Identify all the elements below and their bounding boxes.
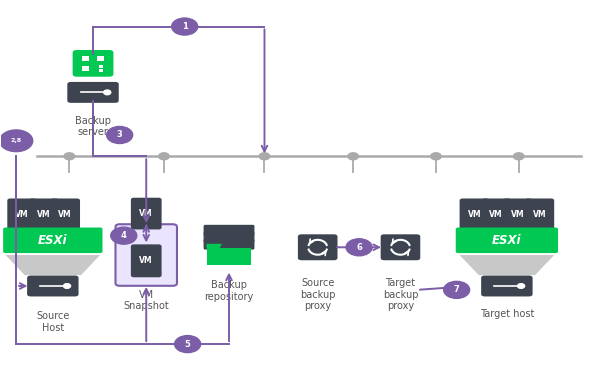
- Text: VM: VM: [511, 210, 525, 219]
- Text: VM: VM: [533, 210, 546, 219]
- Circle shape: [259, 153, 270, 160]
- Text: Source
backup
proxy: Source backup proxy: [300, 278, 336, 312]
- Text: 2,8: 2,8: [11, 138, 22, 143]
- FancyBboxPatch shape: [97, 56, 105, 60]
- Polygon shape: [5, 255, 100, 275]
- Circle shape: [110, 227, 137, 244]
- FancyBboxPatch shape: [50, 199, 80, 230]
- FancyBboxPatch shape: [481, 276, 533, 296]
- Circle shape: [64, 153, 75, 160]
- Text: ESXi: ESXi: [38, 234, 68, 247]
- FancyBboxPatch shape: [67, 82, 119, 103]
- Circle shape: [346, 239, 372, 256]
- Text: 1: 1: [182, 22, 188, 31]
- Text: Backup
server: Backup server: [75, 115, 111, 137]
- FancyBboxPatch shape: [115, 224, 177, 286]
- Circle shape: [172, 18, 198, 35]
- Circle shape: [348, 153, 359, 160]
- FancyBboxPatch shape: [482, 199, 511, 230]
- Circle shape: [104, 90, 110, 95]
- Text: VM: VM: [15, 210, 29, 219]
- Circle shape: [517, 284, 525, 288]
- Text: VM: VM: [467, 210, 481, 219]
- Text: 3: 3: [117, 131, 122, 140]
- Polygon shape: [460, 255, 554, 275]
- Text: Target
backup
proxy: Target backup proxy: [383, 278, 418, 312]
- FancyBboxPatch shape: [7, 199, 37, 230]
- Polygon shape: [207, 244, 222, 248]
- Text: ESXi: ESXi: [492, 234, 522, 247]
- FancyBboxPatch shape: [29, 199, 59, 230]
- FancyBboxPatch shape: [298, 234, 337, 260]
- Text: VM: VM: [37, 210, 50, 219]
- Text: VM
Snapshot: VM Snapshot: [124, 290, 169, 312]
- Circle shape: [0, 130, 33, 152]
- Circle shape: [444, 281, 470, 298]
- FancyBboxPatch shape: [456, 227, 558, 253]
- FancyBboxPatch shape: [82, 56, 89, 60]
- FancyBboxPatch shape: [131, 245, 162, 277]
- Circle shape: [159, 153, 169, 160]
- Circle shape: [107, 126, 132, 144]
- FancyBboxPatch shape: [99, 69, 103, 72]
- Polygon shape: [207, 248, 251, 266]
- Text: 7: 7: [454, 285, 460, 294]
- FancyBboxPatch shape: [82, 66, 89, 71]
- FancyBboxPatch shape: [503, 199, 532, 230]
- FancyBboxPatch shape: [27, 276, 78, 296]
- Circle shape: [431, 153, 441, 160]
- FancyBboxPatch shape: [204, 239, 254, 250]
- FancyBboxPatch shape: [381, 234, 421, 260]
- FancyBboxPatch shape: [204, 232, 254, 243]
- Text: VM: VM: [58, 210, 72, 219]
- Text: Source
Host: Source Host: [36, 311, 69, 333]
- Text: Backup
repository: Backup repository: [204, 280, 254, 302]
- FancyBboxPatch shape: [204, 225, 254, 236]
- FancyBboxPatch shape: [72, 50, 113, 77]
- Circle shape: [513, 153, 524, 160]
- FancyBboxPatch shape: [3, 227, 103, 253]
- FancyBboxPatch shape: [99, 65, 103, 68]
- Text: VM: VM: [140, 209, 153, 218]
- Text: 5: 5: [185, 340, 191, 349]
- Text: Target host: Target host: [480, 309, 534, 319]
- Text: 4: 4: [121, 231, 127, 240]
- Text: VM: VM: [140, 256, 153, 265]
- FancyBboxPatch shape: [525, 199, 554, 230]
- Circle shape: [175, 335, 201, 353]
- Text: 6: 6: [356, 243, 362, 252]
- FancyBboxPatch shape: [460, 199, 489, 230]
- Text: VM: VM: [489, 210, 503, 219]
- Circle shape: [64, 284, 71, 288]
- FancyBboxPatch shape: [131, 198, 162, 229]
